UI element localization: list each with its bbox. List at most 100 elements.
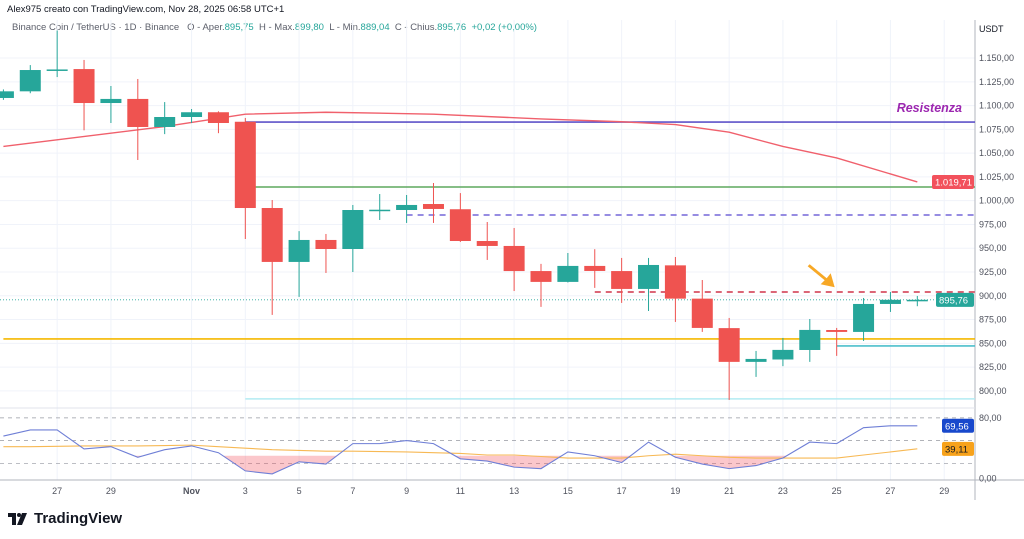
- high-value: 899,80: [294, 22, 324, 33]
- open-value: 895,75: [224, 22, 254, 33]
- candle-body: [73, 69, 95, 104]
- rsi-value-label-bg: [942, 418, 974, 433]
- y-tick-label: 850,00: [979, 338, 1007, 348]
- candle-body: [557, 265, 579, 282]
- high-label: H - Max.: [258, 22, 295, 33]
- x-tick-label: 23: [778, 486, 788, 496]
- logo-text: TradingView: [34, 510, 123, 527]
- y-tick-label: 900,00: [979, 291, 1007, 301]
- x-tick-label: 15: [563, 486, 573, 496]
- y-tick-label: 825,00: [979, 362, 1007, 372]
- y-tick-label: 975,00: [979, 219, 1007, 229]
- candle-body: [638, 264, 660, 289]
- candle-body: [503, 245, 525, 272]
- y-tick-label: 875,00: [979, 315, 1007, 325]
- rsi-oversold-fill: [454, 455, 562, 469]
- price-chart[interactable]: USDT 1.150,00 1.125,00 1.100,00 1.075,00 1.05…: [0, 0, 1024, 505]
- candle-body: [664, 265, 686, 299]
- x-tick-label: 11: [456, 486, 465, 496]
- candle-body: [127, 98, 149, 127]
- candle-body: [799, 329, 821, 350]
- rsi-oversold-fill: [222, 455, 337, 474]
- rsi-tick-label: 0,00: [979, 473, 997, 483]
- candle-body: [879, 299, 901, 304]
- x-tick-label: 21: [724, 486, 734, 496]
- y-tick-label: 1.050,00: [979, 148, 1014, 158]
- x-tick-label: 27: [52, 486, 62, 496]
- last-price-label: 895,76: [939, 295, 968, 306]
- candle-body: [288, 239, 310, 262]
- x-tick-label: 13: [509, 486, 519, 496]
- last-price-label-bg: [936, 292, 974, 307]
- change-value: +0,02 (+0,00%): [471, 22, 537, 33]
- arrow-icon: [807, 264, 835, 288]
- rsi-ma-value-label: 39,11: [945, 444, 968, 455]
- rsi-ma-value-label-bg: [942, 441, 974, 456]
- symbol-legend: Binance Coin / TetherUS · 1D · Binance O…: [12, 22, 537, 33]
- x-tick-label: 25: [832, 486, 842, 496]
- candle-body: [369, 209, 391, 212]
- rsi-line: [3, 425, 918, 475]
- resistance-annotation: Resistenza: [897, 101, 962, 115]
- candle-body: [745, 358, 767, 362]
- candle-body: [19, 70, 41, 92]
- candle-body: [181, 112, 203, 117]
- y-tick-label: 800,00: [979, 386, 1007, 396]
- x-tick-label: 29: [939, 486, 949, 496]
- candle-body: [476, 241, 498, 246]
- x-tick-label: 19: [670, 486, 680, 496]
- symbol-name[interactable]: Binance Coin / TetherUS · 1D · Binance: [12, 22, 180, 33]
- candle-body: [853, 303, 875, 332]
- close-label: C - Chius.: [394, 22, 438, 33]
- low-label: L - Min.: [329, 22, 361, 33]
- y-tick-label: 1.150,00: [979, 53, 1014, 63]
- x-tick-label: 9: [404, 486, 409, 496]
- rsi-ma-line: [3, 444, 918, 459]
- candle-body: [315, 239, 337, 249]
- x-tick-label: 7: [350, 486, 355, 496]
- x-tick-label: Nov: [183, 486, 200, 496]
- candle-body: [154, 117, 176, 127]
- tradingview-logo: TradingView: [8, 510, 122, 527]
- y-tick-label: 950,00: [979, 243, 1007, 253]
- y-tick-label: 925,00: [979, 267, 1007, 277]
- x-tick-label: 17: [617, 486, 627, 496]
- candle-body: [772, 349, 794, 360]
- x-tick-label: 27: [885, 486, 895, 496]
- x-tick-label: 29: [106, 486, 116, 496]
- y-tick-label: 1.000,00: [979, 196, 1014, 206]
- candle-body: [906, 299, 928, 302]
- candle-body: [46, 69, 68, 71]
- rsi-tick-label: 80,00: [979, 413, 1002, 423]
- open-label: O - Aper.: [187, 22, 225, 33]
- candle-body: [718, 328, 740, 362]
- y-tick-label: 1.125,00: [979, 77, 1014, 87]
- x-tick-label: 5: [297, 486, 302, 496]
- candle-body: [449, 209, 471, 242]
- candle-body: [826, 330, 848, 332]
- currency-label: USDT: [979, 24, 1004, 34]
- ma-price-label-bg: [932, 174, 974, 189]
- candle-body: [261, 208, 283, 262]
- tradingview-logo-icon: [8, 512, 27, 525]
- candle-body: [422, 204, 444, 209]
- candle-body: [234, 121, 256, 209]
- candle-body: [691, 298, 713, 328]
- candle-body: [342, 210, 364, 249]
- rsi-oversold-fill: [672, 455, 787, 469]
- candle-body: [584, 265, 606, 271]
- close-value: 895,76: [437, 22, 467, 33]
- candle-body: [611, 271, 633, 289]
- y-tick-label: 1.075,00: [979, 124, 1014, 134]
- y-tick-label: 1.100,00: [979, 101, 1014, 111]
- x-tick-label: 3: [243, 486, 248, 496]
- candle-body: [207, 112, 229, 123]
- y-tick-label: 1.025,00: [979, 172, 1014, 182]
- candle-body: [530, 271, 552, 282]
- rsi-oversold-fill: [594, 455, 631, 463]
- author-credit: Alex975 creato con TradingView.com, Nov …: [7, 4, 285, 15]
- moving-average-line: [3, 111, 918, 183]
- low-value: 889,04: [360, 22, 390, 33]
- rsi-value-label: 69,56: [945, 421, 969, 432]
- ma-price-label: 1.019,71: [935, 177, 972, 188]
